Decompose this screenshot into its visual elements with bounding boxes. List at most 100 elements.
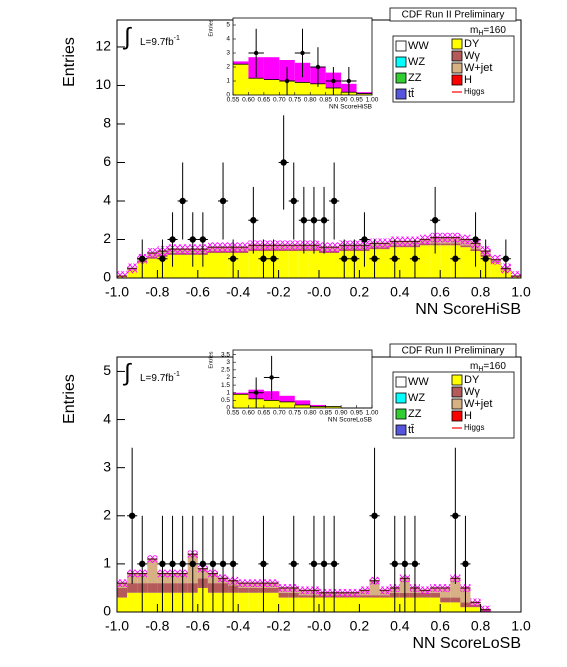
stack-segment <box>268 587 279 593</box>
stack-segment <box>460 247 471 278</box>
x-tick-label: -0.8 <box>145 284 169 300</box>
data-point <box>290 560 297 568</box>
x-axis-label: NN ScoreLoSB <box>413 635 522 652</box>
stack-segment <box>248 587 259 593</box>
y-tick-label: 1 <box>103 555 111 571</box>
x-tick-label: 0.4 <box>390 284 410 300</box>
stack-segment <box>379 597 390 612</box>
stack-segment <box>147 258 158 278</box>
stack-segment <box>147 592 158 612</box>
inset-x-tick-label: 0.95 <box>350 410 363 417</box>
inset-band <box>279 395 295 402</box>
data-point <box>179 560 186 568</box>
stack-segment <box>369 595 380 598</box>
mass-base: m <box>470 361 478 372</box>
data-point <box>260 255 267 262</box>
stack-segment <box>490 262 501 278</box>
mass-rest: =160 <box>483 25 506 36</box>
data-point <box>139 560 146 568</box>
inset-point <box>269 375 274 380</box>
uncertainty-band <box>510 271 521 278</box>
legend-swatch <box>451 62 463 74</box>
inset-band <box>233 61 249 65</box>
data-point <box>189 560 196 568</box>
legend-swatch <box>395 408 407 420</box>
inset-y-tick-label: 2.5 <box>221 367 230 374</box>
lumi-sup: -1 <box>174 35 180 42</box>
stack-segment <box>440 245 451 278</box>
inset-bar <box>294 82 311 95</box>
stack-segment <box>298 595 309 598</box>
data-point <box>330 197 338 205</box>
mass-label: mH=160 <box>470 361 506 373</box>
inset-x-tick-label: 0.60 <box>242 410 255 417</box>
inset-bar <box>263 400 280 408</box>
data-point <box>320 560 328 568</box>
stack-segment <box>440 602 451 612</box>
inset-y-tick-label: 4 <box>226 36 230 43</box>
data-point <box>391 560 398 568</box>
data-point <box>159 560 166 568</box>
stack-segment <box>319 252 330 278</box>
x-tick-label: 0.8 <box>471 618 491 634</box>
data-point <box>159 255 166 262</box>
y-tick-label: 0 <box>103 269 111 285</box>
x-tick-label: -0.8 <box>145 618 169 634</box>
data-point <box>371 512 378 519</box>
legend-label: WW <box>408 40 429 52</box>
inset-x-tick-label: 1.00 <box>366 410 379 417</box>
data-point <box>290 197 297 205</box>
legend-label: tt̄ <box>408 88 414 100</box>
stack-segment <box>248 251 259 278</box>
uncertainty-band <box>480 605 491 612</box>
stack-segment <box>379 249 390 278</box>
inset-point <box>253 390 259 395</box>
inset-point <box>284 78 290 84</box>
lumi-label: L=9.7fb-1 <box>140 35 180 48</box>
y-tick-label: 12 <box>95 38 111 54</box>
y-tick-label: 5 <box>103 362 111 378</box>
inset-bar <box>325 406 342 408</box>
y-tick-label: 2 <box>103 230 111 246</box>
data-point <box>128 512 136 519</box>
stack-segment <box>147 583 158 593</box>
data-point <box>270 255 277 262</box>
data-point <box>411 255 419 262</box>
x-tick-label: 0.2 <box>350 284 370 300</box>
inset-bar <box>279 401 295 408</box>
inset-y-tick-label: 2 <box>226 64 230 71</box>
inset-x-tick-label: 0.85 <box>319 410 332 417</box>
stack-segment <box>379 595 390 598</box>
header: CDF Run II Preliminary <box>402 346 505 357</box>
data-point <box>462 560 469 568</box>
y-axis-label: Entries <box>61 374 78 424</box>
lumi-sup: -1 <box>174 371 180 378</box>
data-point <box>330 560 338 568</box>
legend-label: H <box>464 410 472 422</box>
stack-segment <box>278 592 289 598</box>
inset-x-tick-label: 0.80 <box>304 97 317 104</box>
x-tick-label: -0.0 <box>307 618 331 634</box>
y-axis-label: Entries <box>61 37 78 87</box>
inset-frame <box>232 17 373 96</box>
stack-segment <box>450 597 461 603</box>
data-point <box>219 560 227 568</box>
stack-segment <box>127 592 138 612</box>
stack-segment <box>117 597 128 612</box>
inset-bar <box>263 79 280 95</box>
stack-segment <box>238 592 249 612</box>
data-point <box>169 560 176 568</box>
y-tick-label: 4 <box>103 192 111 208</box>
integral-symbol: ∫ <box>122 359 132 386</box>
data-point <box>472 236 479 243</box>
inset-bar <box>356 93 372 95</box>
inset-x-tick-label: 0.85 <box>319 97 332 104</box>
legend-label: W+jet <box>464 398 492 410</box>
x-tick-label: -0.2 <box>267 618 291 634</box>
inset-x-tick-label: 0.90 <box>335 97 348 104</box>
stack-segment <box>278 597 289 612</box>
stack-segment <box>147 559 158 584</box>
y-tick-label: 6 <box>103 153 111 169</box>
stack-segment <box>450 602 461 612</box>
